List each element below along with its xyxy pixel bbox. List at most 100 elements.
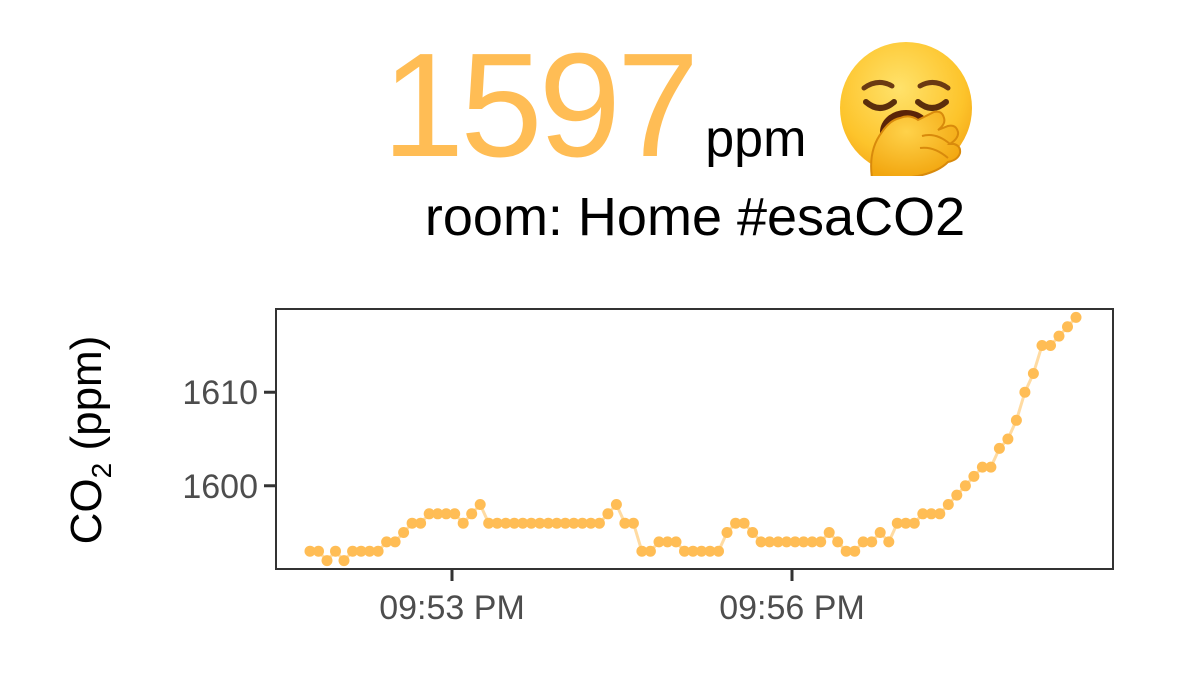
data-point <box>636 545 648 557</box>
data-point <box>1027 368 1039 379</box>
data-point <box>917 508 929 520</box>
data-point <box>968 470 980 482</box>
data-point <box>798 536 810 548</box>
data-point <box>491 517 503 529</box>
data-point <box>406 517 418 529</box>
data-point <box>321 555 333 567</box>
data-point <box>330 545 341 557</box>
reading-header: 1597 ppm room: Home #esaCO2 <box>0 0 1200 260</box>
data-point <box>704 545 716 557</box>
data-point <box>738 517 750 529</box>
data-point <box>432 508 444 520</box>
data-point <box>840 545 852 557</box>
data-point <box>483 517 495 529</box>
axis-layer: 1600 1610 09:53 PM 09:56 PM <box>182 374 864 627</box>
data-point <box>517 517 529 529</box>
data-point <box>908 517 920 529</box>
data-point <box>440 508 452 520</box>
data-point <box>525 517 537 529</box>
data-point <box>755 536 767 548</box>
data-point <box>747 527 759 538</box>
data-point <box>883 536 895 548</box>
data-point <box>696 545 707 557</box>
data-point <box>1053 330 1065 342</box>
plot-panel <box>275 308 1114 570</box>
data-point <box>610 499 622 510</box>
series-layer <box>304 311 1082 567</box>
data-point <box>1036 340 1048 351</box>
data-point <box>347 545 359 557</box>
data-point <box>457 517 469 529</box>
data-point <box>381 536 393 548</box>
data-point <box>1070 311 1082 323</box>
data-point <box>355 545 367 557</box>
data-point <box>644 545 656 557</box>
data-point <box>951 489 963 501</box>
data-point <box>976 461 988 473</box>
data-point <box>959 480 971 492</box>
yawning-face-icon <box>840 42 972 176</box>
data-point <box>559 517 571 529</box>
data-point <box>602 508 614 520</box>
room-label: room: Home #esaCO2 <box>424 187 966 247</box>
data-point <box>764 536 776 548</box>
data-point <box>1019 386 1031 398</box>
data-point <box>627 517 639 529</box>
data-point <box>500 517 512 529</box>
co2-value: 1597 <box>382 23 699 188</box>
data-point <box>806 536 818 548</box>
y-tick-label: 1600 <box>182 468 258 506</box>
data-point <box>398 527 410 538</box>
data-point <box>423 508 435 520</box>
data-point <box>313 545 324 557</box>
y-tick-label: 1610 <box>182 374 258 412</box>
data-point <box>789 536 801 548</box>
data-point <box>474 499 486 510</box>
x-tick-label: 09:53 PM <box>379 589 525 627</box>
data-point <box>1045 340 1056 351</box>
data-point <box>687 545 699 557</box>
data-point <box>849 545 861 557</box>
data-point <box>508 517 520 529</box>
data-point <box>815 536 827 548</box>
data-point <box>542 517 554 529</box>
data-point <box>925 508 937 520</box>
data-point <box>389 536 401 548</box>
data-point <box>857 536 869 548</box>
data-point <box>372 545 384 557</box>
data-point <box>551 517 563 529</box>
data-point <box>619 517 631 529</box>
data-point <box>415 517 427 529</box>
data-point <box>1062 321 1073 333</box>
data-point <box>593 517 605 529</box>
data-point <box>653 536 665 548</box>
data-point <box>781 536 793 548</box>
current-reading: 1597 ppm <box>382 32 806 180</box>
data-point <box>934 508 946 520</box>
data-point <box>1002 433 1014 445</box>
data-point <box>466 508 478 520</box>
data-point <box>772 536 784 548</box>
x-tick-label: 09:56 PM <box>719 589 865 627</box>
data-point <box>364 545 376 557</box>
data-point <box>832 536 844 548</box>
data-point <box>585 517 597 529</box>
data-point <box>534 517 546 529</box>
data-point <box>823 527 835 538</box>
data-point <box>576 517 588 529</box>
data-point <box>713 545 724 557</box>
data-point <box>568 517 580 529</box>
data-point <box>891 517 903 529</box>
data-point <box>942 499 954 510</box>
data-point <box>670 536 682 548</box>
data-point <box>730 517 742 529</box>
data-point <box>1010 414 1022 426</box>
data-point <box>866 536 878 548</box>
data-point <box>338 555 350 567</box>
data-point <box>874 527 886 538</box>
data-point <box>304 545 316 557</box>
data-point <box>900 517 912 529</box>
data-point <box>449 508 461 520</box>
co2-unit: ppm <box>705 110 807 168</box>
